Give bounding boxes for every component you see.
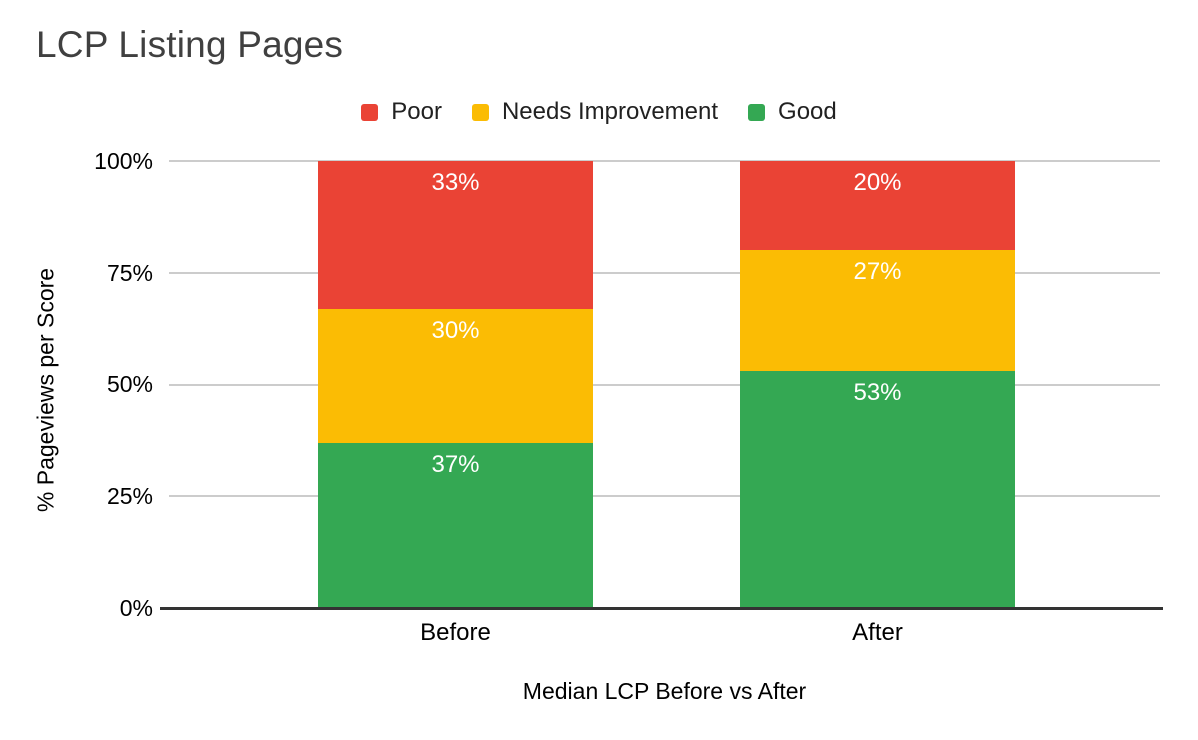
gridline-50: [169, 383, 1160, 386]
legend-swatch-needs-improvement-icon: [471, 103, 489, 121]
legend-swatch-poor-icon: [361, 103, 379, 121]
bar-before: 33% 30% 37%: [318, 161, 593, 608]
gridline-25: [169, 495, 1160, 498]
y-tick-75: 75%: [106, 260, 153, 286]
y-tick-0: 0%: [119, 595, 153, 621]
bar-before-segment-good: 37%: [318, 442, 593, 608]
legend-swatch-good-icon: [748, 103, 766, 121]
x-axis-title: Median LCP Before vs After: [522, 678, 807, 704]
legend-item-poor: Poor: [361, 98, 442, 126]
x-axis-baseline: [160, 607, 1163, 610]
bar-before-label-needs-improvement: 30%: [431, 316, 480, 344]
gridline-75: [169, 271, 1160, 274]
x-tick-before: Before: [420, 619, 491, 646]
bar-before-segment-needs-improvement: 30%: [318, 308, 593, 443]
y-tick-25: 25%: [106, 483, 153, 509]
bar-after-segment-needs-improvement: 27%: [740, 250, 1015, 372]
bar-after-segment-poor: 20%: [740, 161, 1015, 251]
legend-label-poor: Poor: [391, 98, 442, 125]
y-axis-title: % Pageviews per Score: [32, 267, 59, 513]
bar-after-label-needs-improvement: 27%: [853, 258, 902, 286]
bar-after: 20% 27% 53%: [740, 161, 1015, 608]
y-tick-100: 100%: [94, 148, 153, 174]
bar-after-label-poor: 20%: [853, 169, 902, 196]
gridline-100: [169, 160, 1160, 162]
chart-title: LCP Listing Pages: [36, 24, 344, 65]
bar-after-segment-good: 53%: [740, 371, 1015, 608]
x-tick-after: After: [852, 619, 903, 646]
legend-label-needs-improvement: Needs Improvement: [501, 98, 719, 125]
bar-before-label-poor: 33%: [431, 169, 480, 196]
y-tick-50: 50%: [106, 371, 153, 397]
legend-item-good: Good: [748, 98, 837, 126]
plot-area: 33% 30% 37% 20% 27% 53%: [160, 160, 1163, 610]
bar-after-label-good: 53%: [853, 379, 902, 407]
bar-before-label-good: 37%: [431, 450, 480, 478]
legend-label-good: Good: [778, 98, 837, 125]
bar-before-segment-poor: 33%: [318, 161, 593, 309]
legend: Poor Needs Improvement Good: [0, 98, 1198, 126]
legend-item-needs-improvement: Needs Improvement: [471, 98, 719, 126]
